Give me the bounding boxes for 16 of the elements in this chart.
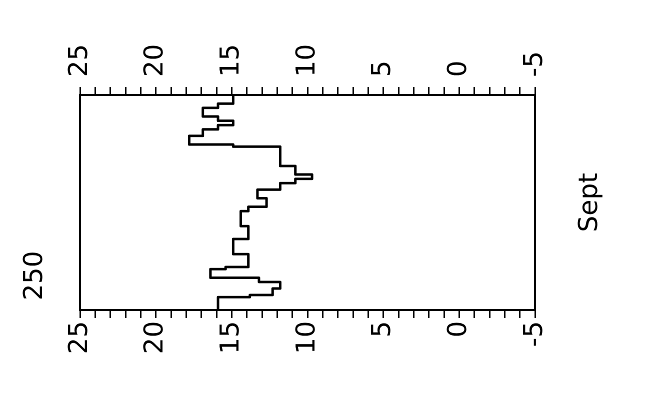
x2-tick-label: 25	[64, 44, 94, 77]
x2-tick-label: 20	[140, 44, 170, 77]
y-axis-title: Sept	[574, 172, 604, 232]
x-tick-label: 5	[367, 321, 398, 338]
x2-tick-label: 15	[215, 44, 246, 77]
x2-tick-label: 10	[291, 44, 322, 77]
x-tick-label: 15	[215, 321, 246, 354]
x-tick-label: 0	[442, 321, 473, 338]
text: 250	[18, 250, 49, 300]
x2-tick-label: 5	[367, 60, 398, 77]
x-tick-label: 20	[140, 321, 170, 354]
x-tick-label: -5	[518, 321, 549, 347]
x-tick-label: 25	[64, 321, 94, 354]
x-tick-label: 10	[291, 321, 322, 354]
x2-tick-label: 0	[442, 60, 473, 77]
x2-tick-label: -5	[518, 51, 549, 77]
